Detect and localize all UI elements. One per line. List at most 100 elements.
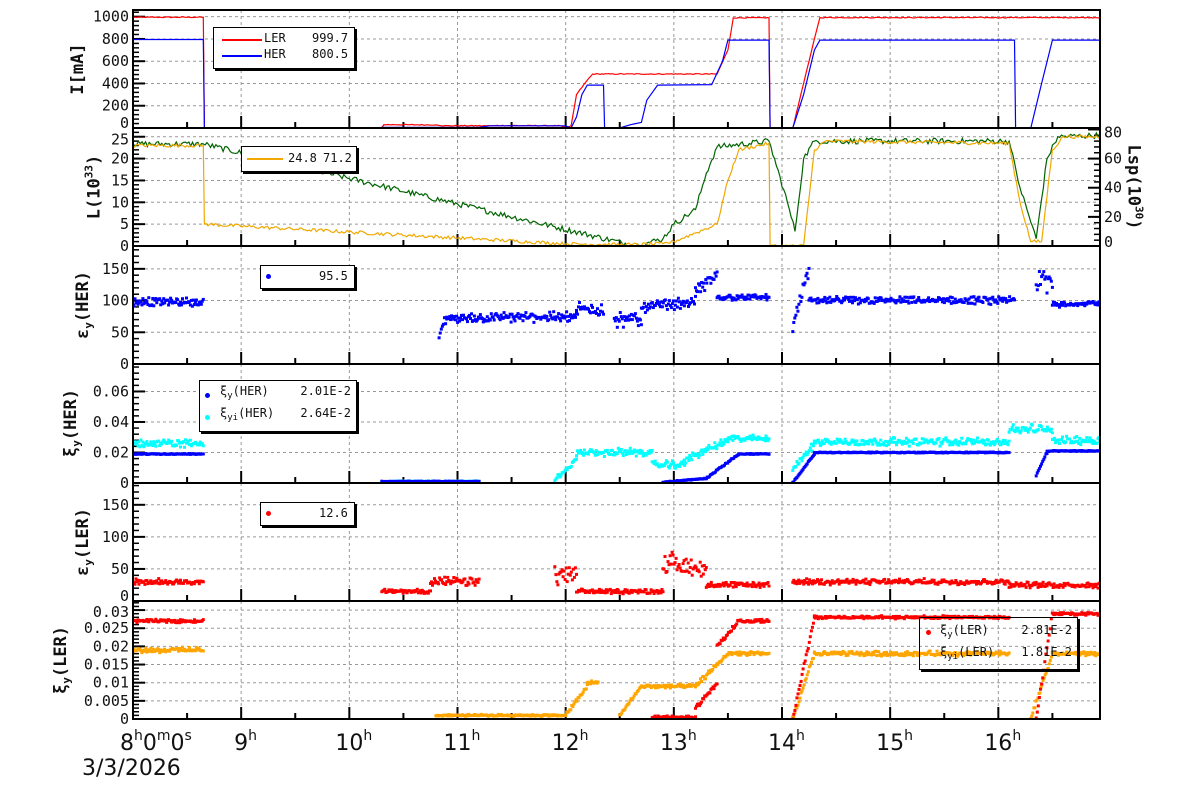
xtick-hour: 16: [984, 731, 1013, 756]
data-point: [1013, 298, 1016, 302]
data-point: [657, 591, 661, 595]
data-point: [1041, 580, 1045, 584]
data-point: [699, 702, 703, 706]
data-point: [571, 567, 575, 571]
data-point: [636, 689, 640, 692]
data-point: [1029, 716, 1033, 719]
data-point: [473, 583, 477, 587]
data-point: [883, 577, 887, 581]
data-point: [708, 276, 712, 279]
data-point: [182, 581, 185, 585]
data-point: [192, 618, 196, 622]
data-point: [707, 443, 711, 447]
data-point: [863, 654, 867, 657]
data-point: [151, 297, 155, 300]
data-point: [421, 590, 425, 593]
data-point: [653, 459, 657, 463]
data-point: [912, 295, 916, 299]
data-point: [866, 653, 870, 657]
xtick-label-start: 8h0m0s: [120, 728, 192, 756]
data-point: [718, 441, 722, 445]
data-point: [1083, 611, 1087, 615]
data-point: [553, 315, 557, 319]
data-point: [811, 444, 815, 448]
data-point: [175, 621, 179, 625]
data-point: [650, 301, 654, 305]
data-point: [159, 303, 163, 307]
data-point: [950, 652, 954, 656]
data-point: [157, 648, 161, 652]
data-point: [959, 441, 963, 445]
data-point: [758, 295, 762, 299]
data-point: [160, 442, 164, 446]
data-point: [812, 579, 816, 583]
data-point: [1033, 706, 1037, 710]
data-point: [136, 578, 140, 582]
xtick-label: 13h: [660, 728, 697, 756]
data-point: [767, 584, 771, 588]
data-point: [616, 588, 620, 592]
legend-xi-sub: y: [947, 630, 953, 640]
data-point: [797, 700, 801, 704]
data-point: [903, 441, 907, 445]
data-point: [715, 682, 719, 686]
data-point: [864, 577, 868, 581]
data-point: [552, 310, 556, 314]
data-point: [992, 582, 996, 585]
data-point: [862, 300, 866, 304]
data-point: [954, 651, 958, 655]
data-point: [1033, 583, 1037, 587]
data-point: [936, 582, 940, 586]
data-point: [674, 299, 678, 303]
data-point: [906, 438, 910, 442]
data-point: [670, 302, 674, 306]
data-point: [694, 566, 698, 570]
ylabel-specific-luminosity: Lsp(1030): [1124, 145, 1149, 230]
data-point: [767, 620, 771, 623]
data-point: [693, 452, 697, 456]
data-point: [696, 452, 700, 456]
data-point: [824, 616, 828, 620]
data-point: [466, 320, 469, 324]
data-point: [564, 714, 568, 718]
data-point: [594, 449, 598, 453]
data-point: [502, 311, 506, 315]
data-point: [671, 553, 675, 557]
data-point: [1003, 582, 1007, 586]
data-point: [803, 678, 807, 682]
data-point: [470, 577, 474, 581]
data-point: [605, 448, 609, 452]
data-point: [939, 298, 943, 301]
data-point: [681, 683, 685, 687]
data-point: [633, 450, 637, 454]
series-layer: [133, 550, 1100, 596]
data-point: [730, 629, 733, 633]
data-point: [700, 700, 704, 704]
y-tick-label: 0.015: [84, 656, 129, 674]
data-point: [629, 312, 633, 316]
data-point: [181, 297, 184, 301]
data-point: [806, 277, 810, 281]
data-point: [928, 440, 932, 444]
data-point: [970, 440, 974, 444]
legend-xi-symbol: ξ: [940, 645, 948, 659]
legend-current: LER 999.7 HER 800.5: [213, 27, 355, 69]
data-point: [705, 281, 709, 285]
data-point: [134, 440, 138, 444]
legend-her-line: [222, 55, 262, 57]
data-point: [792, 480, 796, 483]
data-point: [516, 312, 520, 316]
data-point: [732, 434, 736, 438]
data-point: [549, 313, 553, 317]
data-point: [794, 580, 798, 584]
data-point: [562, 314, 566, 318]
data-point: [694, 294, 697, 298]
series-layer: [133, 422, 1100, 483]
data-point: [579, 589, 582, 593]
data-point: [1085, 302, 1089, 306]
data-point: [167, 303, 171, 307]
data-point: [1065, 650, 1069, 654]
data-point: [467, 582, 471, 586]
data-point: [738, 437, 742, 441]
data-point: [767, 452, 771, 456]
